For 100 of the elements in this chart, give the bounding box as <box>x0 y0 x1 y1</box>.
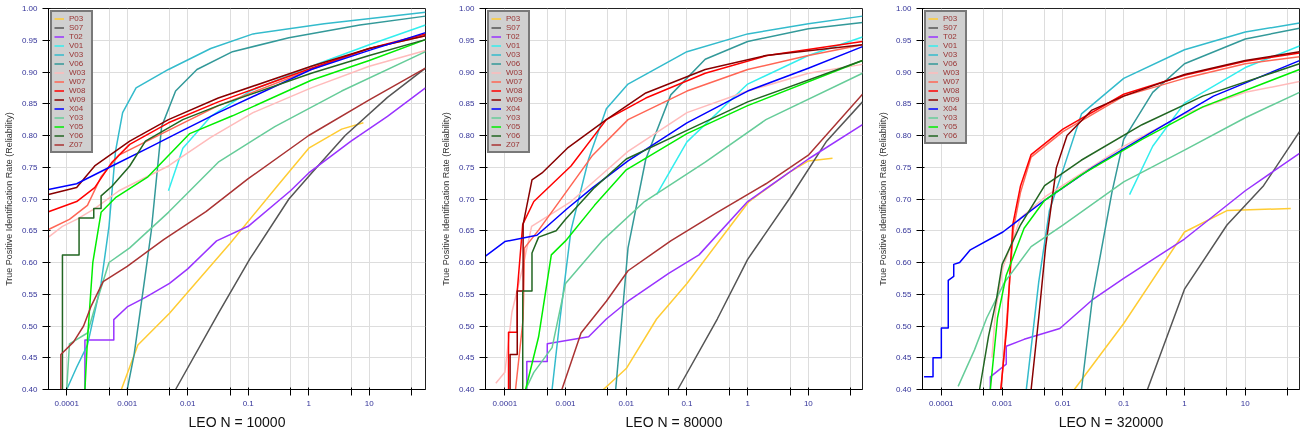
legend-label: V01 <box>506 41 522 50</box>
y-tick-label: 0.90 <box>895 67 913 77</box>
y-tick-label: 0.70 <box>21 194 39 204</box>
x-axis-title: LEO N = 320000 <box>1058 413 1164 430</box>
legend-label: X04 <box>506 104 522 113</box>
y-tick-label: 0.55 <box>458 289 476 299</box>
y-tick-label: 0.70 <box>458 194 476 204</box>
legend-label: Y06 <box>943 131 959 140</box>
x-tick-label: 10 <box>803 398 814 408</box>
y-axis-title: True Positive Identification Rate (Reliability) <box>3 112 14 286</box>
legend-label: X04 <box>69 104 85 113</box>
x-tick-label: 0.0001 <box>929 398 955 408</box>
y-tick-label: 0.85 <box>458 99 476 109</box>
x-tick-label: 10 <box>1240 398 1251 408</box>
legend-label: Y03 <box>506 113 522 122</box>
y-tick-label: 0.80 <box>21 131 39 140</box>
y-tick-label: 1.00 <box>895 4 913 13</box>
x-axis-title: LEO N = 10000 <box>188 413 286 430</box>
x-tick-label: 0.01 <box>618 398 635 408</box>
legend-label: V03 <box>69 50 85 59</box>
legend-label: Y05 <box>506 122 522 131</box>
y-tick-label: 0.45 <box>458 353 476 363</box>
x-tick-label: 0.1 <box>1118 398 1130 408</box>
legend-label: P03 <box>506 14 522 23</box>
legend-label: W07 <box>506 77 524 86</box>
legend-label: W09 <box>506 95 524 104</box>
legend-label: Y05 <box>69 122 85 131</box>
y-tick-label: 0.95 <box>895 35 913 45</box>
x-tick-label: 1 <box>1182 398 1188 408</box>
y-tick-label: 0.60 <box>21 258 39 267</box>
legend-label: T02 <box>69 32 84 41</box>
legend-label: Y06 <box>506 131 522 140</box>
y-tick-label: 0.60 <box>895 258 913 267</box>
y-tick-label: 0.90 <box>458 67 476 77</box>
legend-label: X04 <box>943 104 959 113</box>
y-tick-label: 0.45 <box>895 353 913 363</box>
y-tick-label: 0.45 <box>21 353 39 363</box>
y-tick-label: 0.50 <box>21 321 39 331</box>
y-axis-title: True Positive Identification Rate (Reliability) <box>440 112 451 286</box>
legend-label: T02 <box>943 32 958 41</box>
legend-label: V01 <box>69 41 85 50</box>
y-tick-label: 0.40 <box>458 385 476 394</box>
y-tick-label: 0.60 <box>458 258 476 267</box>
y-tick-label: 0.65 <box>21 226 39 236</box>
y-tick-label: 0.65 <box>895 226 913 236</box>
legend-label: Y06 <box>69 131 85 140</box>
legend-label: V06 <box>69 59 85 68</box>
legend-label: Z07 <box>506 140 521 149</box>
x-tick-label: 0.001 <box>555 398 577 408</box>
x-tick-label: 10 <box>364 398 375 408</box>
legend-label: T02 <box>506 32 521 41</box>
legend-label: W03 <box>943 68 961 77</box>
x-tick-label: 0.001 <box>992 398 1013 408</box>
legend-label: W03 <box>506 68 524 77</box>
y-tick-label: 0.40 <box>21 385 39 394</box>
y-tick-label: 0.90 <box>21 67 39 77</box>
legend-label: S07 <box>943 23 959 32</box>
legend-label: W09 <box>943 95 961 104</box>
legend-label: W03 <box>69 68 87 77</box>
y-tick-label: 1.00 <box>21 4 39 13</box>
y-tick-label: 0.55 <box>895 289 913 299</box>
y-tick-label: 0.65 <box>458 226 476 236</box>
y-tick-label: 0.85 <box>21 99 39 109</box>
y-tick-label: 0.55 <box>21 289 39 299</box>
y-tick-label: 0.75 <box>458 162 476 172</box>
x-tick-label: 0.001 <box>117 398 138 408</box>
y-tick-label: 0.85 <box>895 99 913 109</box>
legend-label: W08 <box>69 86 87 95</box>
y-tick-label: 0.95 <box>21 35 39 45</box>
legend-label: P03 <box>69 14 85 23</box>
legend-label: P03 <box>943 14 959 23</box>
x-axis-title: LEO N = 80000 <box>625 413 723 430</box>
legend-label: S07 <box>506 23 522 32</box>
legend-label: Y03 <box>943 113 959 122</box>
legend-label: W08 <box>506 86 524 95</box>
legend-label: W07 <box>943 77 961 86</box>
y-tick-label: 0.50 <box>895 321 913 331</box>
y-tick-label: 0.75 <box>21 162 39 172</box>
legend-label: S07 <box>69 23 85 32</box>
y-tick-label: 1.00 <box>458 4 476 13</box>
legend-label: W08 <box>943 86 961 95</box>
y-tick-label: 0.40 <box>895 385 913 394</box>
y-tick-label: 0.70 <box>895 194 913 204</box>
x-tick-label: 0.1 <box>242 398 255 408</box>
y-tick-label: 0.75 <box>895 162 913 172</box>
y-tick-label: 0.80 <box>458 131 476 140</box>
legend-label: V01 <box>943 41 959 50</box>
x-tick-label: 0.0001 <box>492 398 518 408</box>
y-tick-label: 0.50 <box>458 321 476 331</box>
legend-label: W07 <box>69 77 87 86</box>
y-tick-label: 0.80 <box>895 131 913 140</box>
x-tick-label: 0.1 <box>681 398 694 408</box>
y-axis-title: True Positive Identification Rate (Reliability) <box>877 112 888 286</box>
x-tick-label: 1 <box>306 398 312 408</box>
legend-label: V03 <box>506 50 522 59</box>
x-tick-label: 1 <box>745 398 751 408</box>
legend-label: W09 <box>69 95 87 104</box>
y-tick-label: 0.95 <box>458 35 476 45</box>
legend-label: Z07 <box>69 140 84 149</box>
legend-label: V06 <box>506 59 522 68</box>
